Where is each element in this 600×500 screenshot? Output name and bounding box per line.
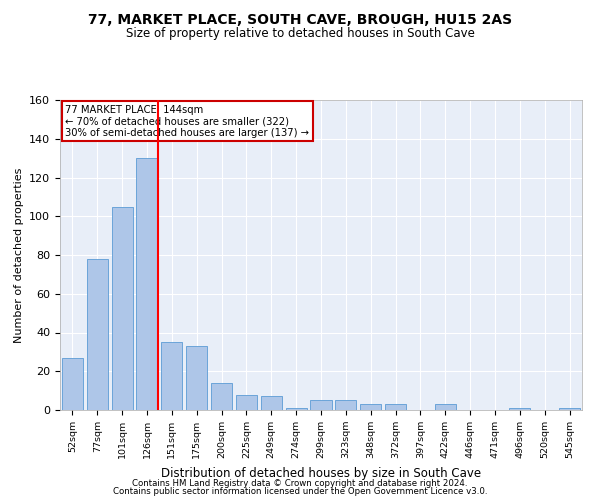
- Bar: [509, 408, 530, 410]
- Text: Size of property relative to detached houses in South Cave: Size of property relative to detached ho…: [125, 28, 475, 40]
- Bar: [559, 408, 580, 410]
- Bar: [161, 342, 182, 410]
- Bar: [310, 400, 332, 410]
- Y-axis label: Number of detached properties: Number of detached properties: [14, 168, 23, 342]
- Bar: [261, 396, 282, 410]
- X-axis label: Distribution of detached houses by size in South Cave: Distribution of detached houses by size …: [161, 466, 481, 479]
- Bar: [87, 259, 108, 410]
- Bar: [435, 404, 456, 410]
- Text: 77 MARKET PLACE: 144sqm
← 70% of detached houses are smaller (322)
30% of semi-d: 77 MARKET PLACE: 144sqm ← 70% of detache…: [65, 104, 309, 138]
- Bar: [136, 158, 158, 410]
- Bar: [62, 358, 83, 410]
- Bar: [335, 400, 356, 410]
- Bar: [360, 404, 381, 410]
- Bar: [186, 346, 207, 410]
- Bar: [211, 383, 232, 410]
- Bar: [112, 206, 133, 410]
- Bar: [286, 408, 307, 410]
- Bar: [236, 394, 257, 410]
- Bar: [385, 404, 406, 410]
- Text: 77, MARKET PLACE, SOUTH CAVE, BROUGH, HU15 2AS: 77, MARKET PLACE, SOUTH CAVE, BROUGH, HU…: [88, 12, 512, 26]
- Text: Contains public sector information licensed under the Open Government Licence v3: Contains public sector information licen…: [113, 487, 487, 496]
- Text: Contains HM Land Registry data © Crown copyright and database right 2024.: Contains HM Land Registry data © Crown c…: [132, 478, 468, 488]
